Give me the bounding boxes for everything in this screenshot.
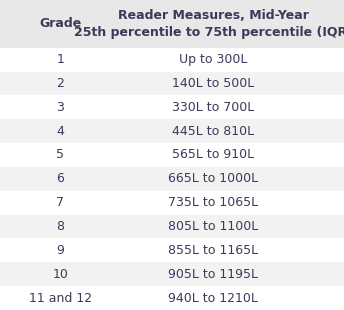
Text: 805L to 1100L: 805L to 1100L <box>168 220 258 233</box>
Text: 940L to 1210L: 940L to 1210L <box>168 292 258 305</box>
Bar <box>0 262 344 286</box>
Text: 9: 9 <box>56 244 64 257</box>
Text: 8: 8 <box>56 220 64 233</box>
Text: 11 and 12: 11 and 12 <box>29 292 92 305</box>
Text: 330L to 700L: 330L to 700L <box>172 101 255 114</box>
Text: 1: 1 <box>56 53 64 66</box>
Text: 4: 4 <box>56 125 64 138</box>
Bar <box>0 143 344 167</box>
Text: Up to 300L: Up to 300L <box>179 53 247 66</box>
Text: 2: 2 <box>56 77 64 90</box>
Bar <box>0 119 344 143</box>
Text: 855L to 1165L: 855L to 1165L <box>168 244 258 257</box>
Text: 6: 6 <box>56 172 64 185</box>
Text: 735L to 1065L: 735L to 1065L <box>168 196 258 209</box>
Text: 7: 7 <box>56 196 64 209</box>
Bar <box>0 286 344 310</box>
Text: 3: 3 <box>56 101 64 114</box>
Bar <box>0 191 344 215</box>
Text: 140L to 500L: 140L to 500L <box>172 77 255 90</box>
Bar <box>0 0 344 48</box>
Text: 10: 10 <box>52 268 68 281</box>
Bar <box>0 95 344 119</box>
Text: 665L to 1000L: 665L to 1000L <box>168 172 258 185</box>
Bar <box>0 48 344 72</box>
Bar <box>0 167 344 191</box>
Text: 5: 5 <box>56 148 64 162</box>
Text: 905L to 1195L: 905L to 1195L <box>168 268 258 281</box>
Bar <box>0 72 344 95</box>
Text: 445L to 810L: 445L to 810L <box>172 125 254 138</box>
Bar <box>0 215 344 238</box>
Text: 565L to 910L: 565L to 910L <box>172 148 254 162</box>
Text: Reader Measures, Mid-Year
25th percentile to 75th percentile (IQR): Reader Measures, Mid-Year 25th percentil… <box>74 9 344 39</box>
Bar <box>0 238 344 262</box>
Text: Grade: Grade <box>39 17 81 30</box>
